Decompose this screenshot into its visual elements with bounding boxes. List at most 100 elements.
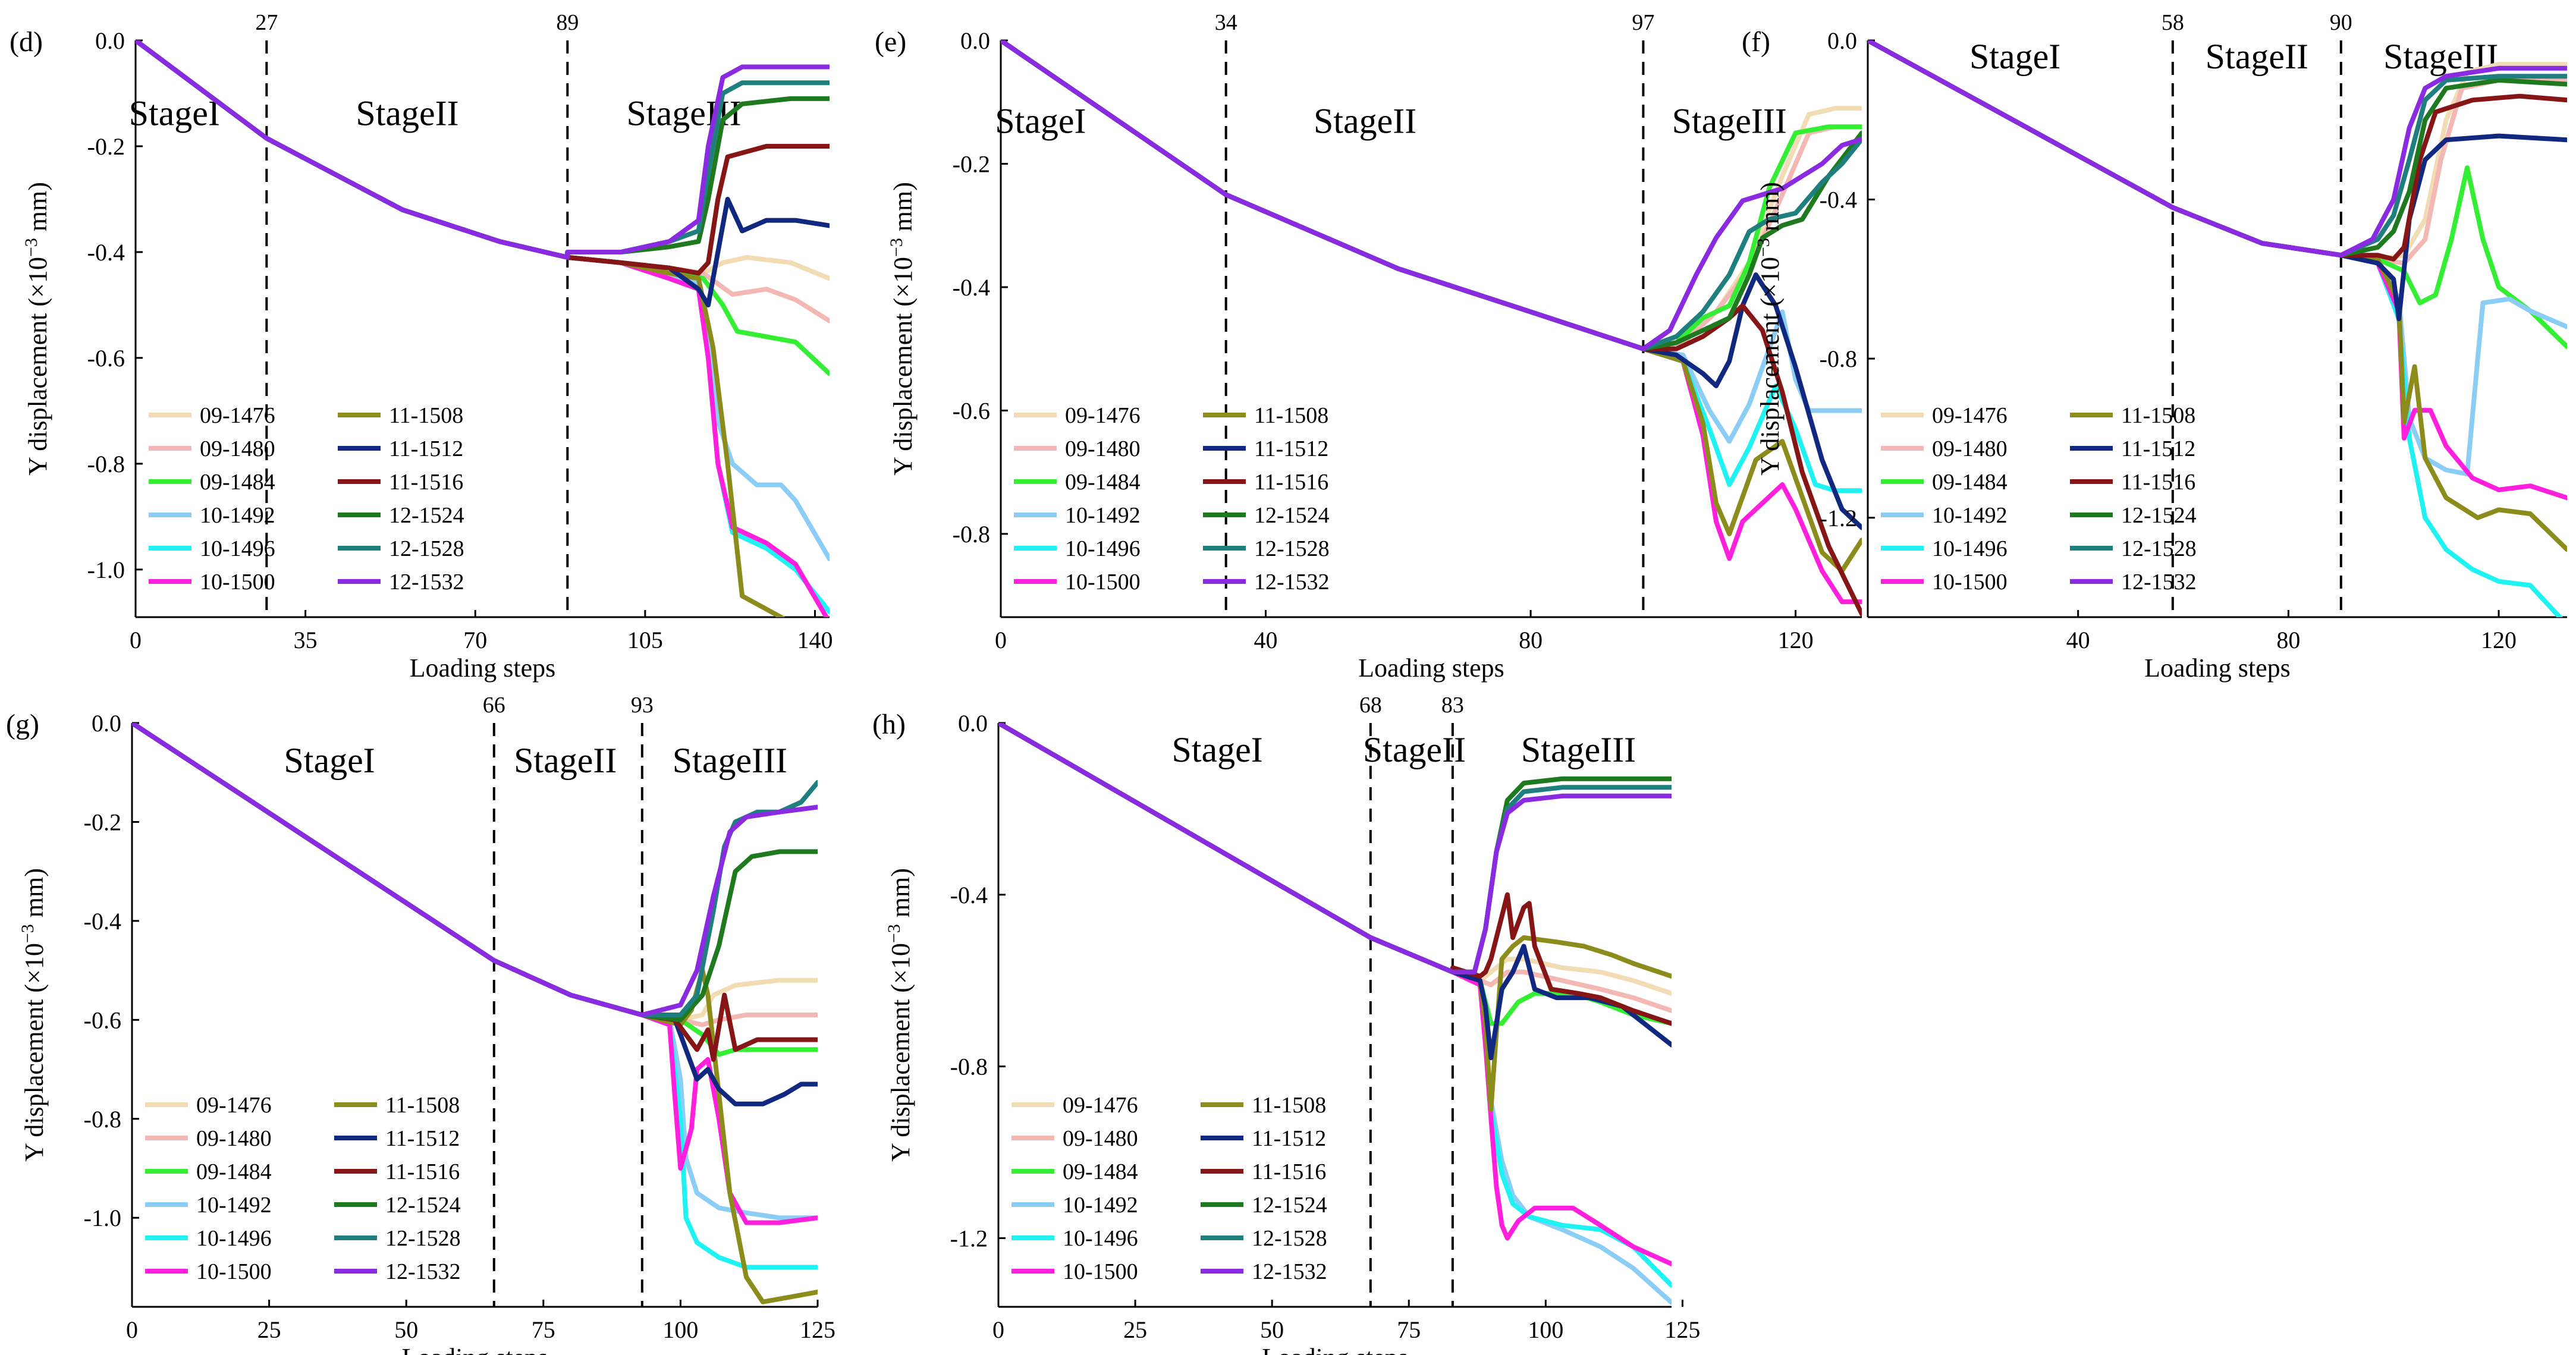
legend-label: 09-1484 bbox=[200, 470, 275, 495]
x-axis-title: Loading steps bbox=[1262, 1343, 1408, 1355]
x-tick-label: 75 bbox=[1397, 1316, 1421, 1343]
stage-label: StageII bbox=[356, 93, 458, 133]
legend-label: 12-1524 bbox=[1252, 1193, 1327, 1218]
x-tick-label: 0 bbox=[126, 1316, 138, 1343]
stage-label: StageIII bbox=[673, 741, 787, 780]
legend-label: 09-1476 bbox=[1063, 1093, 1138, 1118]
legend-label: 09-1476 bbox=[1065, 403, 1141, 428]
y-tick-label: -0.2 bbox=[87, 133, 125, 160]
legend-label: 12-1532 bbox=[385, 1259, 461, 1284]
y-axis-title-main: Y displacement (×10 bbox=[1755, 257, 1785, 476]
panel-letter: (g) bbox=[6, 709, 39, 740]
legend-label: 09-1476 bbox=[200, 403, 275, 428]
series-group bbox=[132, 723, 818, 1304]
x-axis-title: Loading steps bbox=[402, 1343, 548, 1355]
legend-label: 09-1484 bbox=[1065, 470, 1141, 495]
y-axis-title: Y displacement (×10−3 mm) bbox=[18, 868, 49, 1162]
stage-label: StageI bbox=[1171, 730, 1262, 769]
y-axis-title-main: Y displacement (×10 bbox=[23, 257, 52, 476]
legend-label: 09-1480 bbox=[1063, 1126, 1138, 1151]
legend-label: 09-1476 bbox=[1932, 403, 2008, 428]
stage-boundary-label: 66 bbox=[483, 693, 505, 718]
legend-label: 09-1484 bbox=[1932, 470, 2008, 495]
series-line-11-1516 bbox=[998, 723, 1672, 1026]
legend-label: 11-1516 bbox=[2121, 470, 2195, 495]
y-tick-label: -0.4 bbox=[1820, 187, 1857, 213]
legend-label: 09-1480 bbox=[200, 436, 275, 461]
legend-label: 10-1500 bbox=[1063, 1259, 1138, 1284]
legend: 09-1476 09-1480 09-1484 10-1492 10-1496 10-15… bbox=[149, 403, 464, 595]
stage-boundary-label: 34 bbox=[1215, 10, 1237, 35]
y-tick-label: -0.4 bbox=[84, 908, 121, 935]
y-tick-label: -1.0 bbox=[87, 557, 125, 583]
legend-label: 10-1496 bbox=[1065, 536, 1141, 561]
x-tick-label: 70 bbox=[463, 627, 487, 653]
x-tick-label: 50 bbox=[394, 1316, 418, 1343]
series-group bbox=[998, 723, 1672, 1305]
y-axis-title-unit: mm) bbox=[888, 182, 918, 238]
x-tick-label: 75 bbox=[532, 1316, 555, 1343]
legend: 09-1476 09-1480 09-1484 10-1492 10-1496 10-15… bbox=[1011, 1093, 1327, 1284]
legend-label: 10-1492 bbox=[200, 503, 275, 528]
y-axis-title-unit: mm) bbox=[20, 868, 49, 924]
panel-letter: (h) bbox=[872, 709, 906, 740]
legend-label: 09-1484 bbox=[1063, 1159, 1138, 1184]
series-line-12-1532 bbox=[998, 723, 1672, 974]
series-group bbox=[1001, 40, 1862, 617]
legend-label: 10-1492 bbox=[1932, 503, 2008, 528]
legend-label: 11-1512 bbox=[2121, 436, 2195, 461]
legend-label: 12-1528 bbox=[385, 1226, 461, 1251]
x-tick-label: 25 bbox=[1123, 1316, 1147, 1343]
legend-label: 10-1496 bbox=[200, 536, 275, 561]
x-tick-label: 50 bbox=[1260, 1316, 1284, 1343]
y-tick-label: -1.2 bbox=[1820, 505, 1857, 532]
stage-label: StageII bbox=[2206, 37, 2308, 76]
y-axis-title-unit: mm) bbox=[23, 182, 52, 238]
stage-label: StageI bbox=[129, 93, 220, 133]
legend-label: 11-1508 bbox=[389, 403, 463, 428]
stage-boundary-label: 58 bbox=[2162, 10, 2184, 35]
y-tick-label: -0.8 bbox=[87, 451, 125, 477]
stage-label: StageII bbox=[514, 741, 617, 780]
y-tick-label: -0.6 bbox=[953, 397, 990, 424]
chart-panel: 40 80 120 0.0 -0.4 -0.8 -1.2 Loading steps Y dis… bbox=[1742, 10, 2567, 683]
legend-label: 12-1524 bbox=[385, 1193, 461, 1218]
series-group bbox=[1868, 40, 2567, 617]
panel-letter: (f) bbox=[1742, 26, 1770, 58]
series-line-12-1532 bbox=[136, 40, 830, 260]
legend: 09-1476 09-1480 09-1484 10-1492 10-1496 10-15… bbox=[1881, 403, 2197, 595]
y-tick-label: -1.0 bbox=[84, 1205, 121, 1231]
legend-label: 12-1528 bbox=[2121, 536, 2197, 561]
stage-boundary-label: 97 bbox=[1632, 10, 1654, 35]
stage-boundary-label: 27 bbox=[255, 10, 278, 35]
legend-label: 10-1500 bbox=[196, 1259, 272, 1284]
y-axis-title: Y displacement (×10−3 mm) bbox=[1754, 182, 1785, 476]
legend-label: 10-1500 bbox=[200, 570, 275, 595]
x-tick-label: 80 bbox=[2276, 627, 2300, 653]
legend: 09-1476 09-1480 09-1484 10-1492 10-1496 10-15… bbox=[1014, 403, 1330, 595]
legend-label: 12-1532 bbox=[1254, 570, 1330, 595]
chart-panel: 0 35 70 105 140 0.0 -0.2 -0.4 -0.6 -0.8 -1.0 Loadin… bbox=[10, 10, 833, 683]
x-tick-label: 140 bbox=[797, 627, 833, 653]
legend-label: 11-1516 bbox=[1252, 1159, 1326, 1184]
x-tick-label: 120 bbox=[1778, 627, 1814, 653]
y-axis-title-unit: mm) bbox=[886, 868, 915, 924]
y-tick-label: -1.2 bbox=[950, 1225, 988, 1252]
y-tick-label: 0.0 bbox=[95, 27, 125, 54]
legend: 09-1476 09-1480 09-1484 10-1492 10-1496 10-15… bbox=[145, 1093, 461, 1284]
y-tick-label: -0.2 bbox=[953, 150, 990, 177]
series-line-12-1532 bbox=[132, 723, 818, 1017]
stage-boundary-label: 93 bbox=[631, 693, 654, 718]
y-tick-label: 0.0 bbox=[92, 710, 121, 737]
stage-label: StageI bbox=[995, 102, 1086, 141]
stage-label: StageI bbox=[284, 741, 375, 780]
legend-label: 11-1512 bbox=[389, 436, 463, 461]
series-line-12-1532 bbox=[1868, 40, 2567, 258]
series-group bbox=[136, 40, 830, 617]
y-axis-title-exponent: −3 bbox=[18, 924, 37, 943]
legend-label: 11-1512 bbox=[385, 1126, 460, 1151]
legend-label: 09-1484 bbox=[196, 1159, 272, 1184]
legend-label: 12-1524 bbox=[1254, 503, 1330, 528]
x-tick-label: 125 bbox=[800, 1316, 835, 1343]
y-tick-label: -0.4 bbox=[87, 239, 125, 266]
